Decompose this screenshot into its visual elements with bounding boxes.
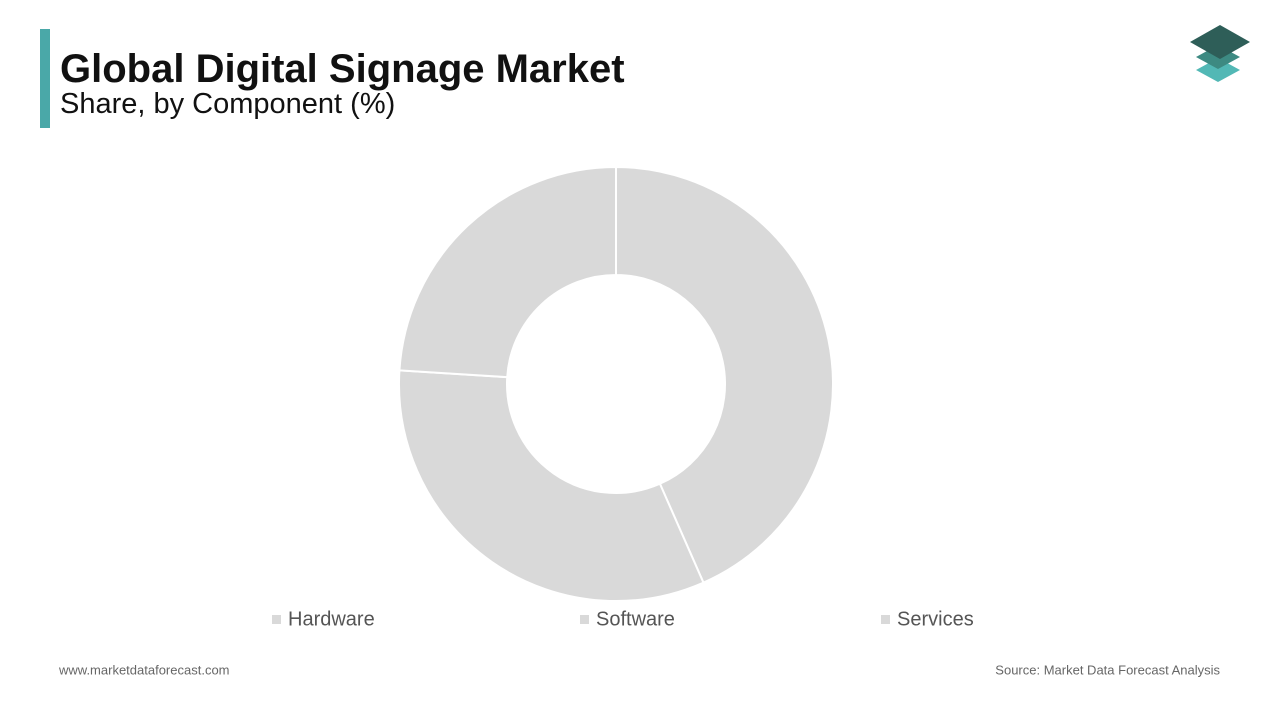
legend-label: Software: [596, 608, 675, 630]
source-note: Source: Market Data Forecast Analysis: [995, 662, 1220, 677]
website: www.marketdataforecast.com: [58, 662, 230, 677]
chart-subtitle: Share, by Component (%): [60, 88, 395, 120]
legend-marker: [881, 615, 890, 624]
logo: [1190, 25, 1250, 82]
donut-slice: [398, 369, 705, 602]
legend-label: Hardware: [288, 608, 375, 630]
legend-label: Services: [897, 608, 974, 630]
title-accent: [40, 29, 50, 128]
legend-marker: [272, 615, 281, 624]
donut-slice: [398, 165, 617, 379]
chart-title: Global Digital Signage Market: [60, 47, 625, 91]
donut-slice: [615, 165, 834, 584]
legend-marker: [580, 615, 589, 624]
